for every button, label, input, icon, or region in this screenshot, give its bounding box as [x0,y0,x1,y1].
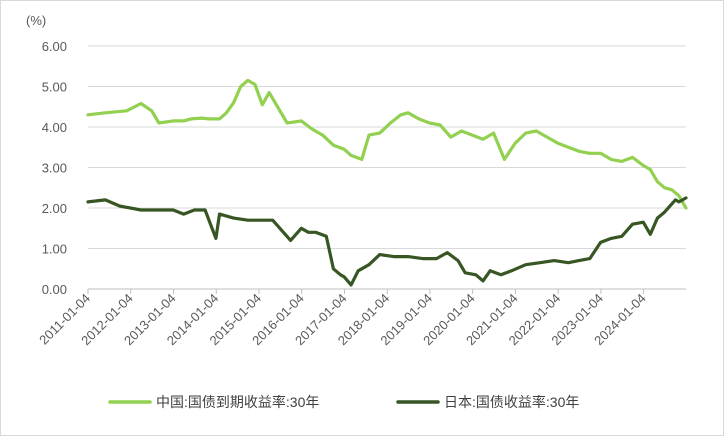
y-tick-label: 4.00 [42,120,67,135]
grid-lines [88,45,686,290]
series-line-1 [86,196,688,287]
legend-label-0: 中国:国债到期收益率:30年 [156,394,319,410]
y-tick-label: 2.00 [42,201,67,216]
y-tick-label: 0.00 [42,282,67,297]
series-line-0 [86,78,688,210]
series-lines [86,78,688,287]
y-tick-label: 3.00 [42,161,67,176]
y-tick-label: 1.00 [42,242,67,257]
legend-label-1: 日本:国债收益率:30年 [444,394,579,410]
y-unit-label: (%) [26,13,46,28]
y-axis-ticks: 6.00 5.00 4.00 3.00 2.00 1.00 0.00 [42,39,67,297]
legend: 中国:国债到期收益率:30年 日本:国债收益率:30年 [108,394,579,410]
y-tick-label: 5.00 [42,80,67,95]
y-tick-label: 6.00 [42,39,67,54]
x-axis-ticks: 2011-01-042012-01-042013-01-042014-01-04… [36,289,649,348]
